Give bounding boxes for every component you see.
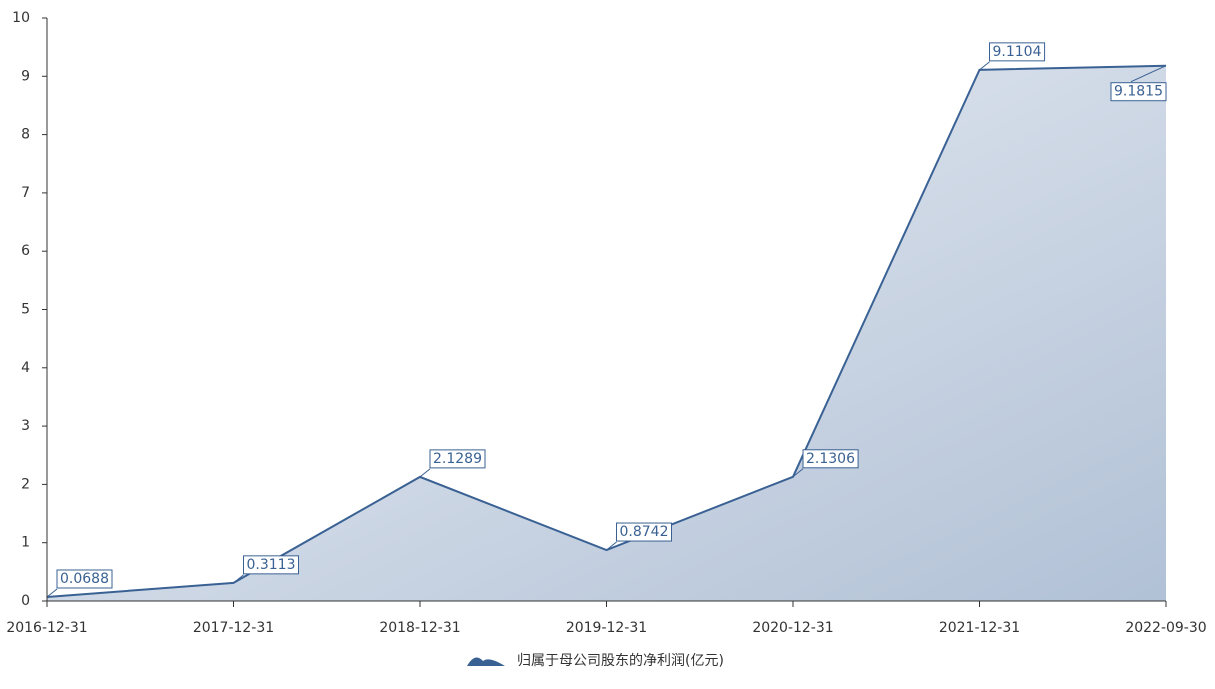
y-tick-label: 8 xyxy=(21,127,30,143)
value-label-text: 0.3113 xyxy=(247,557,296,573)
x-tick-label: 2020-12-31 xyxy=(752,620,833,636)
label-leader xyxy=(419,468,431,478)
x-tick-label: 2018-12-31 xyxy=(379,620,460,636)
x-tick-label: 2016-12-31 xyxy=(6,620,87,636)
value-label-text: 9.1815 xyxy=(1114,84,1163,100)
y-tick-label: 1 xyxy=(21,535,30,551)
label-box xyxy=(989,42,1046,62)
value-label-text: 0.0688 xyxy=(60,571,109,587)
value-label: 0.0688 xyxy=(56,569,113,589)
y-tick-label: 3 xyxy=(21,418,30,434)
label-leader xyxy=(46,588,58,598)
value-label-text: 2.1289 xyxy=(433,451,482,467)
label-box xyxy=(56,569,113,589)
value-label: 9.1815 xyxy=(1110,82,1167,102)
value-label-text: 9.1104 xyxy=(993,44,1042,60)
label-box xyxy=(1110,82,1167,102)
y-tick-label: 10 xyxy=(12,10,30,26)
value-label-text: 2.1306 xyxy=(806,451,855,467)
y-tick-label: 6 xyxy=(21,243,30,259)
value-label: 0.8742 xyxy=(616,522,672,542)
x-tick-label: 2021-12-31 xyxy=(939,620,1020,636)
label-leader xyxy=(792,468,804,478)
legend-label: 归属于母公司股东的净利润(亿元) xyxy=(517,652,724,669)
legend-icon xyxy=(467,657,505,666)
area xyxy=(47,65,1166,601)
y-tick-label: 4 xyxy=(21,360,30,376)
label-box xyxy=(616,522,672,542)
value-label-text: 0.8742 xyxy=(620,524,669,540)
x-tick-label: 2022-09-30 xyxy=(1125,620,1206,636)
x-tick-label: 2019-12-31 xyxy=(566,620,647,636)
label-leader xyxy=(1130,65,1167,83)
label-box xyxy=(243,555,299,575)
label-box xyxy=(429,449,486,469)
label-leader xyxy=(979,61,990,71)
value-label: 2.1289 xyxy=(429,449,486,469)
label-leader xyxy=(606,541,617,551)
y-tick-label: 5 xyxy=(21,302,30,318)
label-box xyxy=(802,449,859,469)
y-tick-label: 0 xyxy=(21,593,30,609)
y-tick-label: 7 xyxy=(21,185,30,201)
value-label: 0.3113 xyxy=(243,555,299,575)
label-leader xyxy=(233,574,244,584)
value-label: 2.1306 xyxy=(802,449,859,469)
x-tick-label: 2017-12-31 xyxy=(193,620,274,636)
value-label: 9.1104 xyxy=(989,42,1046,62)
y-tick-label: 9 xyxy=(21,68,30,84)
y-tick-label: 2 xyxy=(21,476,30,492)
